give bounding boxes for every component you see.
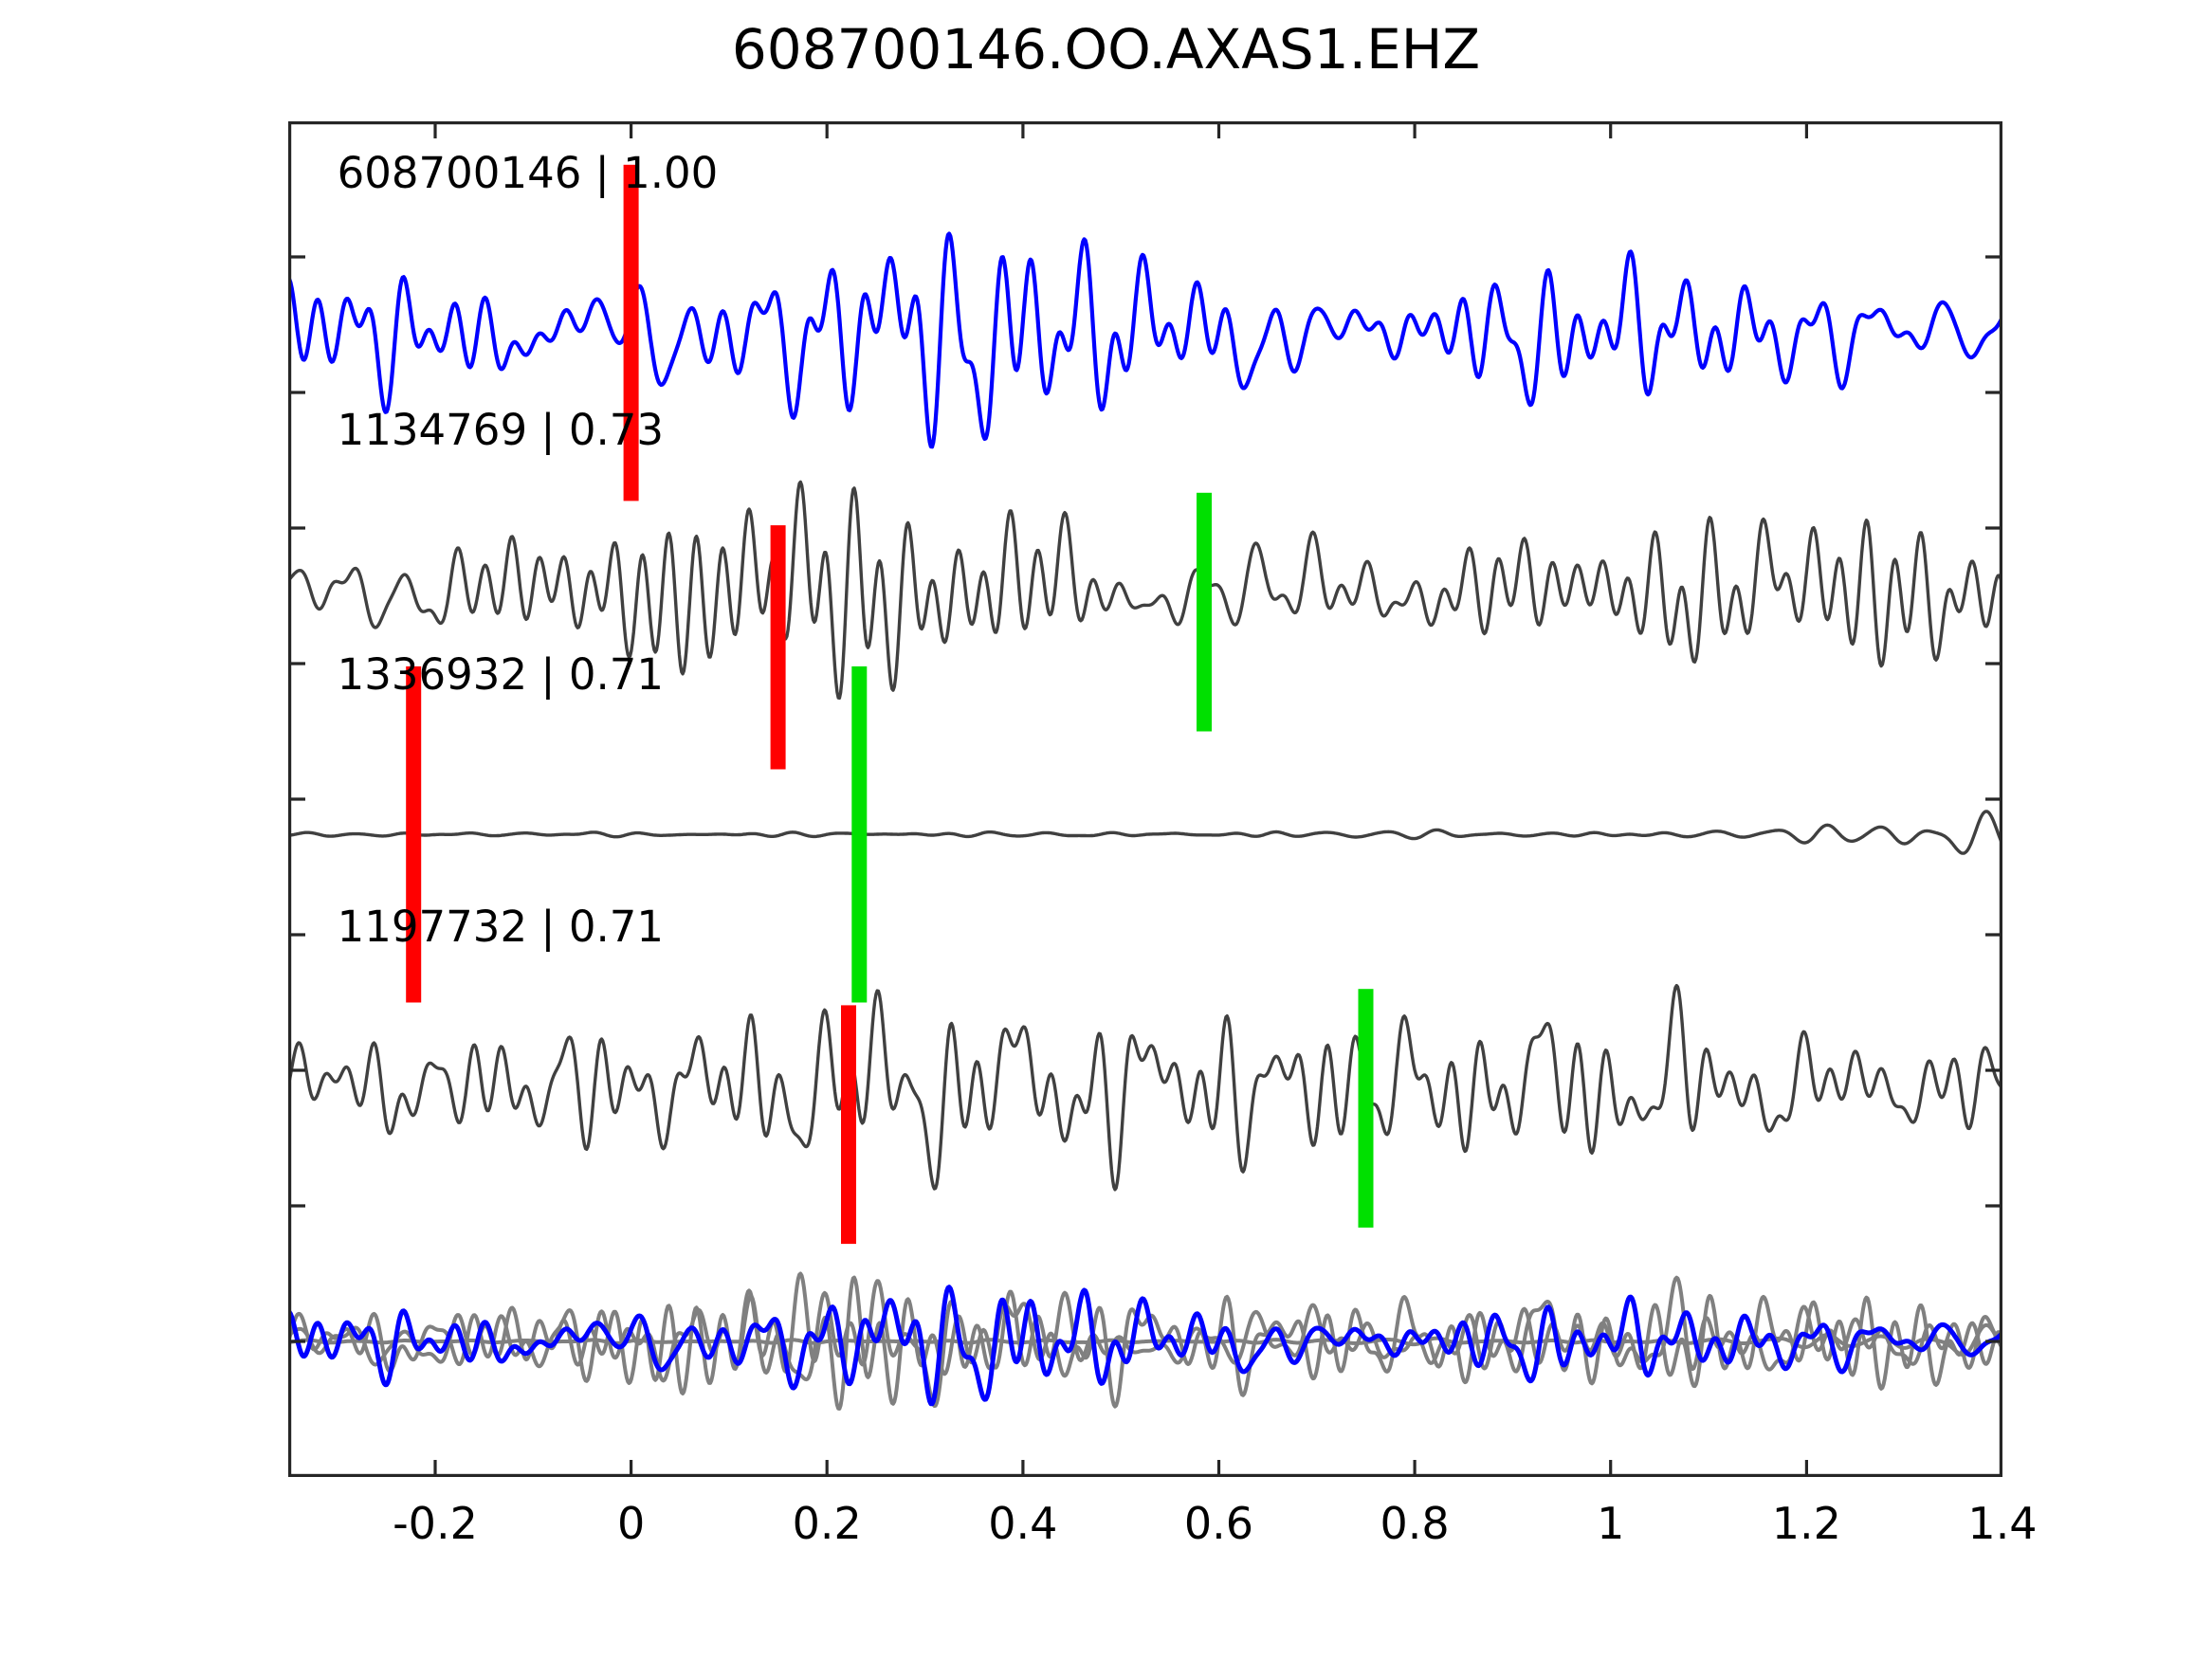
- waveform-trace-1197732: [288, 983, 2002, 1192]
- s-pick-marker-1336932: [851, 665, 868, 1003]
- plot-area: [288, 121, 2002, 1477]
- trace-group: [288, 231, 2002, 1411]
- x-axis-tick-label: 0.2: [792, 1498, 862, 1549]
- trace-label-1197732: 1197732 | 0.71: [337, 901, 665, 952]
- stack-trace-1197732: [288, 1275, 2002, 1409]
- trace-label-1336932: 1336932 | 0.71: [337, 648, 665, 700]
- axes-frame: [288, 121, 2002, 1477]
- x-axis-tick-label: 0.6: [1183, 1498, 1254, 1549]
- waveform-trace-608700146: [288, 231, 2002, 449]
- x-axis-tick-label: 0: [616, 1498, 646, 1549]
- p-pick-marker-1336932: [406, 665, 422, 1003]
- stack-trace-608700146: [288, 1285, 2002, 1407]
- stack-trace-1134769: [288, 1271, 2002, 1411]
- s-pick-marker-1197732: [1358, 989, 1374, 1228]
- waveform-trace-1336932: [288, 810, 2002, 855]
- trace-label-608700146: 608700146 | 1.00: [337, 147, 719, 198]
- page-title: 608700146.OO.AXAS1.EHZ: [731, 17, 1481, 82]
- x-axis-tick-label: 0.4: [988, 1498, 1058, 1549]
- x-axis-tick-label: 1: [1597, 1498, 1625, 1549]
- p-pick-marker-1134769: [770, 525, 786, 770]
- trace-label-1134769: 1134769 | 0.73: [337, 405, 665, 456]
- pick-marker-group: [406, 164, 1374, 1245]
- p-pick-marker-608700146: [623, 164, 639, 501]
- x-axis-tick-label: -0.2: [393, 1498, 478, 1549]
- plot-border: [288, 121, 2002, 1477]
- p-pick-marker-1197732: [841, 1005, 856, 1245]
- x-axis-tick-label: 1.2: [1771, 1498, 1841, 1549]
- s-pick-marker-1134769: [1197, 492, 1212, 732]
- seismogram-canvas: [288, 121, 2002, 1477]
- waveform-trace-1134769: [288, 480, 2002, 701]
- x-axis-tick-label: 0.8: [1380, 1498, 1450, 1549]
- x-axis-tick-label: 1.4: [1967, 1498, 2038, 1549]
